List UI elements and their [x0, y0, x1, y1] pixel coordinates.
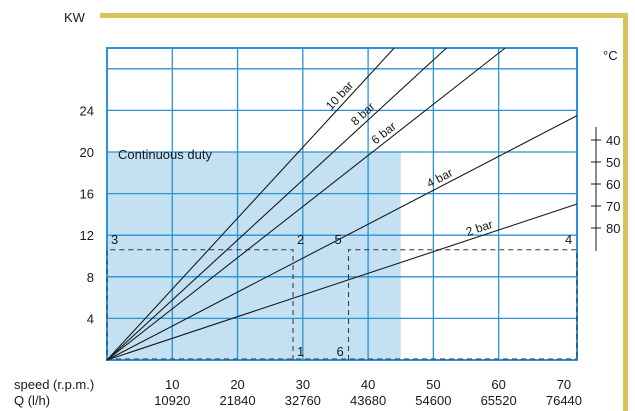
x-tick-flow-65520: 65520: [481, 393, 517, 408]
temp-tick-label-70: 70: [606, 199, 620, 214]
frame-accent-top: [100, 13, 628, 18]
x-tick-flow-43680: 43680: [350, 393, 386, 408]
x-tick-speed-40: 40: [361, 377, 375, 392]
series-line-6-bar: [106, 47, 506, 361]
series-line-10-bar: [106, 47, 395, 361]
x-tick-speed-60: 60: [491, 377, 505, 392]
series-label-8-bar: 8 bar: [348, 100, 378, 129]
y-tick-label-16: 16: [80, 187, 94, 202]
continuous-duty-region: [107, 152, 401, 360]
annotation-point-5: 5: [335, 232, 342, 247]
x-tick-flow-21840: 21840: [219, 393, 255, 408]
x-tick-speed-30: 30: [296, 377, 310, 392]
dashed-box-5-4-6: [348, 249, 578, 360]
annotation-point-6: 6: [337, 344, 344, 359]
series-line-2-bar: [106, 203, 578, 361]
y-tick-label-8: 8: [87, 270, 94, 285]
x-tick-flow-76440: 76440: [546, 393, 582, 408]
y-tick-label-12: 12: [80, 228, 94, 243]
x-tick-speed-50: 50: [426, 377, 440, 392]
temp-tick-label-60: 60: [606, 177, 620, 192]
temp-tick-label-40: 40: [606, 133, 620, 148]
series-line-8-bar: [106, 47, 447, 361]
y-tick-label-20: 20: [80, 145, 94, 160]
x-tick-flow-54600: 54600: [415, 393, 451, 408]
y-tick-label-24: 24: [80, 103, 94, 118]
annotation-point-1: 1: [297, 344, 304, 359]
temp-unit-label: °C: [603, 48, 618, 63]
annotation-point-3: 3: [111, 232, 118, 247]
y-unit-label: KW: [64, 10, 86, 25]
x-tick-speed-70: 70: [557, 377, 571, 392]
x-speed-row-label: speed (r.p.m.): [14, 377, 94, 392]
x-tick-flow-10920: 10920: [154, 393, 190, 408]
x-tick-speed-20: 20: [230, 377, 244, 392]
annotation-point-4: 4: [565, 232, 572, 247]
annotation-point-2: 2: [297, 232, 304, 247]
x-tick-flow-32760: 32760: [285, 393, 321, 408]
frame-accent-right: [623, 13, 628, 411]
x-flow-row-label: Q (l/h): [14, 393, 50, 408]
x-tick-speed-10: 10: [165, 377, 179, 392]
dashed-box-1-2-3: [106, 249, 294, 360]
y-tick-label-4: 4: [87, 311, 94, 326]
temp-tick-label-50: 50: [606, 155, 620, 170]
series-line-4-bar: [106, 115, 578, 361]
continuous-duty-label: Continuous duty: [118, 147, 212, 162]
temp-tick-label-80: 80: [606, 221, 620, 236]
